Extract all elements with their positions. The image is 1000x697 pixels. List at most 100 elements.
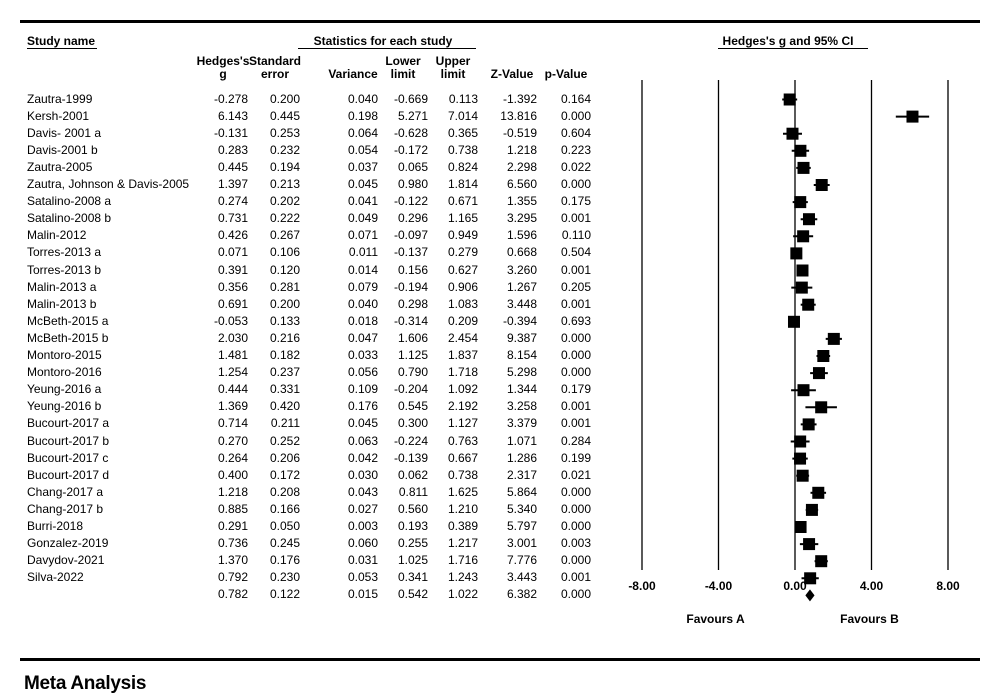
study-name: Davydov-2021 [27, 553, 105, 568]
table-row: Gonzalez-2019 0.736 0.245 0.060 0.255 1.217 3.… [0, 534, 600, 551]
table-row: Silva-2022 0.792 0.230 0.053 0.341 1.243 3.443… [0, 568, 600, 585]
table-row: Davydov-2021 1.370 0.176 0.031 1.025 1.716 7.7… [0, 551, 600, 568]
cell-lower-limit: -0.137 [393, 245, 428, 260]
cell-variance: 0.060 [347, 536, 378, 551]
table-row: Kersh-2001 6.143 0.445 0.198 5.271 7.014 13.81… [0, 107, 600, 124]
table-row: Torres-2013 a 0.071 0.106 0.011 -0.137 0.279 0… [0, 243, 600, 260]
cell-hedges-g: 1.397 [217, 177, 248, 191]
study-name: Satalino-2008 b [27, 211, 112, 226]
cell-variance: 0.056 [347, 365, 378, 380]
cell-lower-limit: 1.125 [397, 348, 428, 362]
cell-hedges-g: -0.053 [213, 313, 248, 328]
cell-upper-limit: 1.022 [447, 587, 478, 602]
cell-hedges-g: 2.030 [217, 330, 248, 345]
cell-upper-limit: 0.671 [447, 194, 478, 209]
cell-upper-limit: 1.625 [447, 484, 478, 499]
cell-z-value: 3.258 [506, 399, 537, 414]
forest-plot: -8.00 -4.00 0.00 4.00 8.00 Favours A Favours B [628, 80, 960, 626]
cell-upper-limit: 1.217 [447, 536, 478, 551]
cell-upper-limit: 0.389 [447, 519, 478, 533]
cell-standard-error: 0.176 [269, 553, 300, 568]
study-name: Burri-2018 [27, 519, 84, 533]
cell-hedges-g: 0.444 [217, 382, 248, 397]
study-name: Chang-2017 b [27, 501, 104, 516]
cell-z-value: 0.668 [506, 245, 537, 260]
cell-p-value: 0.022 [560, 159, 591, 174]
column-header-hedges-g: Hedges's g [196, 54, 250, 81]
effect-marker [815, 555, 828, 568]
cell-upper-limit: 0.627 [447, 262, 478, 277]
study-name: Kersh-2001 [27, 108, 90, 123]
cell-z-value: 8.154 [506, 348, 537, 362]
cell-standard-error: 0.206 [269, 450, 300, 465]
cell-upper-limit: 0.949 [447, 228, 478, 243]
effect-marker [802, 418, 815, 431]
cell-p-value: 0.000 [560, 587, 591, 602]
cell-lower-limit: 0.193 [397, 519, 428, 533]
cell-lower-limit: 0.560 [397, 501, 428, 516]
plot-group-header: Hedges's g and 95% CI [722, 34, 854, 48]
cell-standard-error: 0.331 [269, 382, 300, 397]
study-name: Malin-2013 b [27, 296, 97, 311]
x-tick-label: 4.00 [860, 579, 884, 593]
effect-marker [790, 247, 803, 260]
cell-p-value: 0.604 [560, 125, 591, 140]
cell-hedges-g: 0.400 [217, 467, 248, 482]
cell-hedges-g: 0.270 [217, 433, 248, 448]
x-tick-label: -4.00 [705, 579, 733, 593]
cell-standard-error: 0.252 [269, 433, 300, 448]
cell-z-value: 3.001 [506, 536, 537, 551]
effect-marker [805, 503, 818, 516]
cell-lower-limit: -0.097 [393, 228, 428, 243]
cell-variance: 0.030 [347, 467, 378, 482]
cell-lower-limit: 0.298 [397, 296, 428, 311]
effect-marker [804, 572, 817, 585]
cell-standard-error: 0.232 [269, 142, 300, 157]
cell-z-value: 3.448 [506, 296, 537, 311]
effect-marker [786, 127, 799, 140]
table-row: Satalino-2008 b 0.731 0.222 0.049 0.296 1.165… [0, 209, 600, 226]
cell-variance: 0.053 [347, 570, 378, 585]
cell-lower-limit: 5.271 [397, 108, 428, 123]
table-row: Montoro-2015 1.481 0.182 0.033 1.125 1.837 8.1… [0, 346, 600, 363]
cell-z-value: 3.295 [506, 211, 537, 226]
cell-standard-error: 0.230 [269, 570, 300, 585]
study-name: Torres-2013 b [27, 262, 102, 277]
study-name: Montoro-2016 [27, 365, 102, 380]
cell-p-value: 0.223 [560, 142, 591, 157]
cell-variance: 0.027 [347, 501, 378, 516]
cell-hedges-g: -0.278 [213, 91, 248, 106]
cell-variance: 0.045 [347, 177, 378, 191]
effect-marker [794, 521, 807, 533]
cell-variance: 0.031 [347, 553, 378, 568]
cell-z-value: 5.797 [506, 519, 537, 533]
cell-variance: 0.054 [347, 142, 378, 157]
effect-marker [815, 401, 828, 414]
cell-standard-error: 0.194 [269, 159, 300, 174]
table-row: Bucourt-2017 d 0.400 0.172 0.030 0.062 0.738 2… [0, 466, 600, 483]
cell-z-value: -0.519 [502, 125, 537, 140]
effect-marker [794, 435, 807, 448]
study-name: Yeung-2016 b [27, 399, 102, 414]
cell-upper-limit: 0.824 [447, 159, 478, 174]
study-name: Davis- 2001 a [27, 125, 102, 140]
top-rule [20, 20, 980, 23]
cell-z-value: 3.443 [506, 570, 537, 585]
cell-variance: 0.071 [347, 228, 378, 243]
cell-hedges-g: 0.291 [217, 519, 248, 533]
cell-z-value: 1.596 [506, 228, 537, 243]
cell-hedges-g: 0.445 [217, 159, 248, 174]
effect-marker [796, 264, 809, 277]
cell-upper-limit: 7.014 [447, 108, 478, 123]
cell-variance: 0.037 [347, 159, 378, 174]
cell-variance: 0.049 [347, 211, 378, 226]
cell-upper-limit: 0.906 [447, 279, 478, 294]
cell-z-value: 3.379 [506, 416, 537, 431]
table-row: Malin-2012 0.426 0.267 0.071 -0.097 0.949 1.59… [0, 226, 600, 243]
table-row: Malin-2013 a 0.356 0.281 0.079 -0.194 0.906 1.… [0, 278, 600, 295]
cell-p-value: 0.000 [560, 108, 591, 123]
effect-marker [803, 538, 816, 551]
cell-variance: 0.018 [347, 313, 378, 328]
cell-lower-limit: 0.980 [397, 177, 428, 191]
cell-z-value: 6.560 [506, 177, 537, 191]
